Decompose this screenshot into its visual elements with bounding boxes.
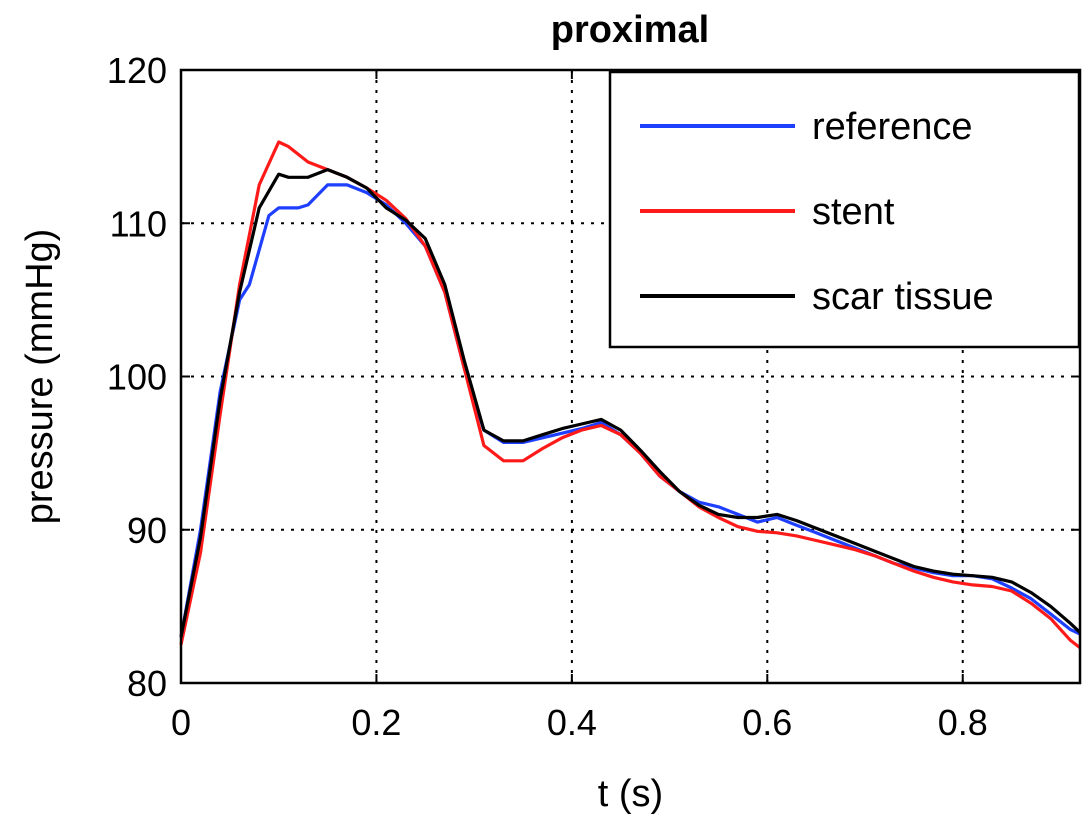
y-tick-label: 120 — [107, 50, 167, 91]
y-axis-label: pressure (mmHg) — [19, 229, 61, 525]
axis-ticks: 0 0.2 0.4 0.6 0.8 80 90 100 110 120 — [107, 50, 1080, 743]
x-tick-label: 0.8 — [938, 702, 988, 743]
y-tick-label: 100 — [107, 357, 167, 398]
series-line-stent — [179, 140, 1081, 650]
x-tick-label: 0.4 — [547, 702, 597, 743]
x-axis-label: t (s) — [598, 773, 663, 815]
legend-label: reference — [812, 106, 973, 148]
series-lines — [179, 140, 1082, 650]
y-tick-label: 90 — [127, 510, 167, 551]
chart-title: proximal — [551, 9, 709, 51]
legend: reference stent scar tissue — [608, 70, 1081, 349]
x-tick-label: 0.6 — [742, 702, 792, 743]
legend-label: scar tissue — [812, 276, 994, 318]
legend-label: stent — [812, 191, 895, 233]
series-line-scar-tissue — [179, 168, 1082, 638]
y-tick-label: 80 — [127, 663, 167, 704]
y-tick-label: 110 — [110, 203, 167, 244]
x-tick-label: 0 — [171, 702, 191, 743]
x-tick-label: 0.2 — [351, 702, 401, 743]
